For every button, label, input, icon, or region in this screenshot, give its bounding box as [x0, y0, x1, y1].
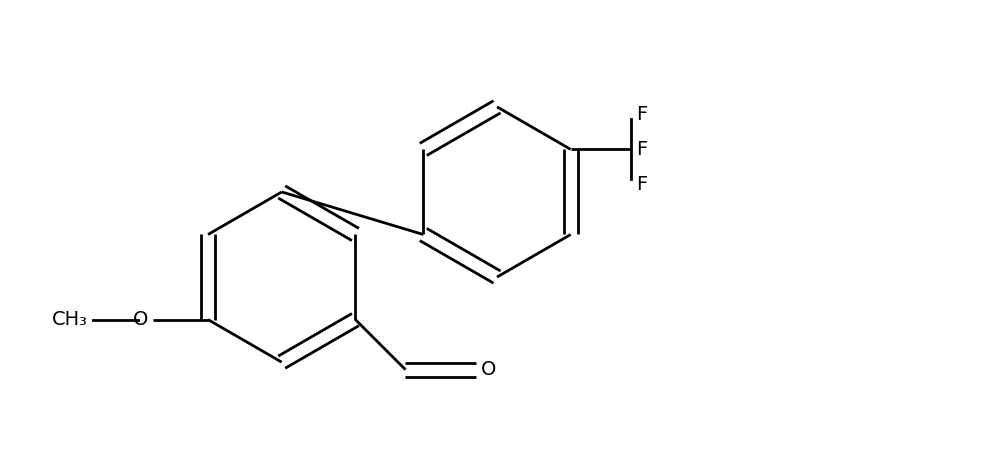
Text: F: F: [635, 105, 646, 124]
Text: CH₃: CH₃: [52, 310, 88, 329]
Text: F: F: [635, 140, 646, 159]
Text: O: O: [132, 310, 147, 329]
Text: F: F: [635, 175, 646, 194]
Text: O: O: [480, 360, 495, 379]
